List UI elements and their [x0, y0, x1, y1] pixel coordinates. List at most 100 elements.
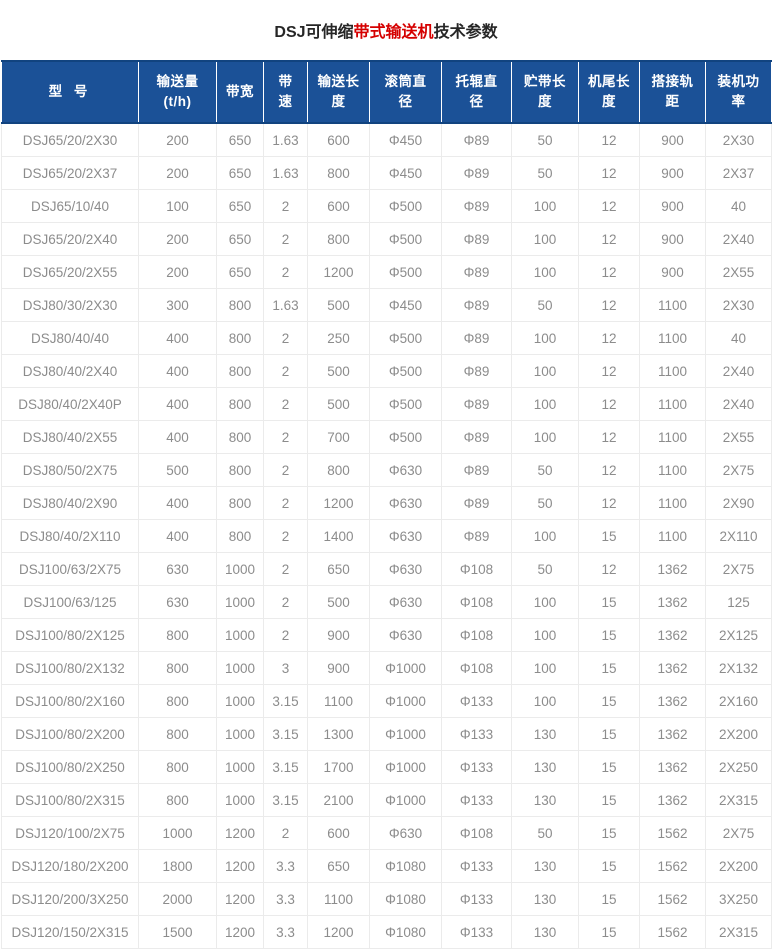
cell-model: DSJ120/200/3X250 — [1, 882, 139, 916]
table-cell: Φ630 — [369, 816, 442, 850]
table-cell: 600 — [307, 816, 370, 850]
column-header-line2: 速 — [278, 94, 293, 109]
table-row: DSJ80/40/2X55 400 800 2 700 Φ500 Φ89 100 12 1100 2… — [1, 420, 772, 454]
table-cell: 800 — [216, 321, 264, 355]
table-cell: 2X160 — [705, 684, 772, 718]
table-cell: 800 — [216, 354, 264, 388]
cell-model: DSJ100/80/2X250 — [1, 750, 139, 784]
table-cell: 1362 — [639, 552, 706, 586]
table-cell: Φ108 — [441, 618, 512, 652]
table-cell: 50 — [511, 486, 579, 520]
table-cell: 1100 — [307, 684, 370, 718]
cell-model: DSJ65/20/2X40 — [1, 222, 139, 256]
table-cell: 2 — [263, 354, 308, 388]
table-row: DSJ65/20/2X37 200 650 1.63 800 Φ450 Φ89 50 12 900… — [1, 156, 772, 190]
column-header-line2: 距 — [665, 94, 680, 109]
table-cell: 1000 — [216, 783, 264, 817]
table-cell: 1000 — [216, 585, 264, 619]
table-cell: 12 — [578, 255, 640, 289]
table-cell: 900 — [639, 122, 706, 157]
table-cell: 1800 — [138, 849, 217, 883]
table-cell: 1362 — [639, 750, 706, 784]
table-cell: 15 — [578, 783, 640, 817]
table-cell: 800 — [216, 519, 264, 553]
table-cell: 1100 — [639, 519, 706, 553]
table-cell: 130 — [511, 915, 579, 949]
table-cell: 2X315 — [705, 783, 772, 817]
table-cell: Φ89 — [441, 486, 512, 520]
table-cell: 15 — [578, 585, 640, 619]
table-cell: Φ630 — [369, 486, 442, 520]
table-cell: 630 — [138, 585, 217, 619]
table-row: DSJ65/20/2X40 200 650 2 800 Φ500 Φ89 100 12 900 2X… — [1, 222, 772, 256]
table-cell: Φ450 — [369, 288, 442, 322]
table-cell: Φ89 — [441, 387, 512, 421]
column-header-line2: 径 — [398, 94, 413, 109]
table-row: DSJ120/200/3X250 2000 1200 3.3 1100 Φ1080 Φ133… — [1, 882, 772, 916]
column-header-line1: 装机功 — [717, 74, 760, 90]
table-cell: Φ500 — [369, 255, 442, 289]
table-row: DSJ65/20/2X30 200 650 1.63 600 Φ450 Φ89 50 12 900… — [1, 122, 772, 157]
column-header-line2: 度 — [331, 94, 346, 109]
table-cell: Φ630 — [369, 618, 442, 652]
table-cell: 800 — [138, 783, 217, 817]
table-row: DSJ80/40/40 400 800 2 250 Φ500 Φ89 100 12 1100 40 — [1, 321, 772, 355]
table-cell: 200 — [138, 122, 217, 157]
table-cell: 130 — [511, 882, 579, 916]
table-cell: 650 — [216, 156, 264, 190]
table-cell: 1562 — [639, 882, 706, 916]
table-cell: 1000 — [216, 618, 264, 652]
table-header-row: 型 号输送量 (t/h) 带宽带速输送长度滚筒直径托辊直径贮带长度机尾长度搭接轨距装… — [1, 60, 772, 124]
table-cell: 650 — [216, 122, 264, 157]
table-cell: 100 — [511, 189, 579, 223]
table-cell: 1100 — [639, 354, 706, 388]
cell-model: DSJ80/50/2X75 — [1, 453, 139, 487]
table-cell: 1.63 — [263, 156, 308, 190]
table-cell: 400 — [138, 486, 217, 520]
table-cell: 15 — [578, 882, 640, 916]
table-cell: 2 — [263, 222, 308, 256]
table-cell: 15 — [578, 849, 640, 883]
table-cell: Φ630 — [369, 552, 442, 586]
table-cell: Φ450 — [369, 122, 442, 157]
column-header-line1: 带 — [278, 74, 293, 90]
table-cell: 2 — [263, 255, 308, 289]
table-cell: 100 — [511, 519, 579, 553]
table-cell: 50 — [511, 453, 579, 487]
column-header-1: 输送量 (t/h) — [138, 60, 217, 124]
column-header-0: 型 号 — [1, 60, 139, 124]
table-row: DSJ100/80/2X200 800 1000 3.15 1300 Φ1000 Φ133 1… — [1, 717, 772, 751]
cell-model: DSJ100/63/125 — [1, 585, 139, 619]
cell-model: DSJ80/40/2X40 — [1, 354, 139, 388]
table-cell: 50 — [511, 552, 579, 586]
table-cell: 1200 — [216, 816, 264, 850]
cell-model: DSJ80/40/40 — [1, 321, 139, 355]
table-cell: 2 — [263, 585, 308, 619]
table-cell: 2X75 — [705, 453, 772, 487]
table-cell: 2X125 — [705, 618, 772, 652]
cell-model: DSJ65/10/40 — [1, 189, 139, 223]
table-cell: 1.63 — [263, 122, 308, 157]
table-cell: 1200 — [307, 255, 370, 289]
table-cell: 40 — [705, 321, 772, 355]
cell-model: DSJ100/80/2X160 — [1, 684, 139, 718]
table-cell: 15 — [578, 750, 640, 784]
table-cell: 100 — [511, 222, 579, 256]
table-cell: Φ133 — [441, 915, 512, 949]
table-cell: 3.3 — [263, 849, 308, 883]
table-cell: Φ89 — [441, 453, 512, 487]
table-cell: 400 — [138, 321, 217, 355]
table-cell: Φ133 — [441, 717, 512, 751]
table-cell: 2X75 — [705, 816, 772, 850]
table-cell: 1362 — [639, 783, 706, 817]
table-cell: 1.63 — [263, 288, 308, 322]
cell-model: DSJ65/20/2X55 — [1, 255, 139, 289]
table-cell: Φ89 — [441, 354, 512, 388]
table-cell: Φ108 — [441, 552, 512, 586]
table-cell: 1200 — [216, 849, 264, 883]
table-cell: 15 — [578, 684, 640, 718]
table-cell: 800 — [138, 684, 217, 718]
table-row: DSJ100/80/2X160 800 1000 3.15 1100 Φ1000 Φ133 1… — [1, 684, 772, 718]
column-header-line1: 托辊直 — [455, 74, 498, 90]
table-cell: Φ133 — [441, 783, 512, 817]
